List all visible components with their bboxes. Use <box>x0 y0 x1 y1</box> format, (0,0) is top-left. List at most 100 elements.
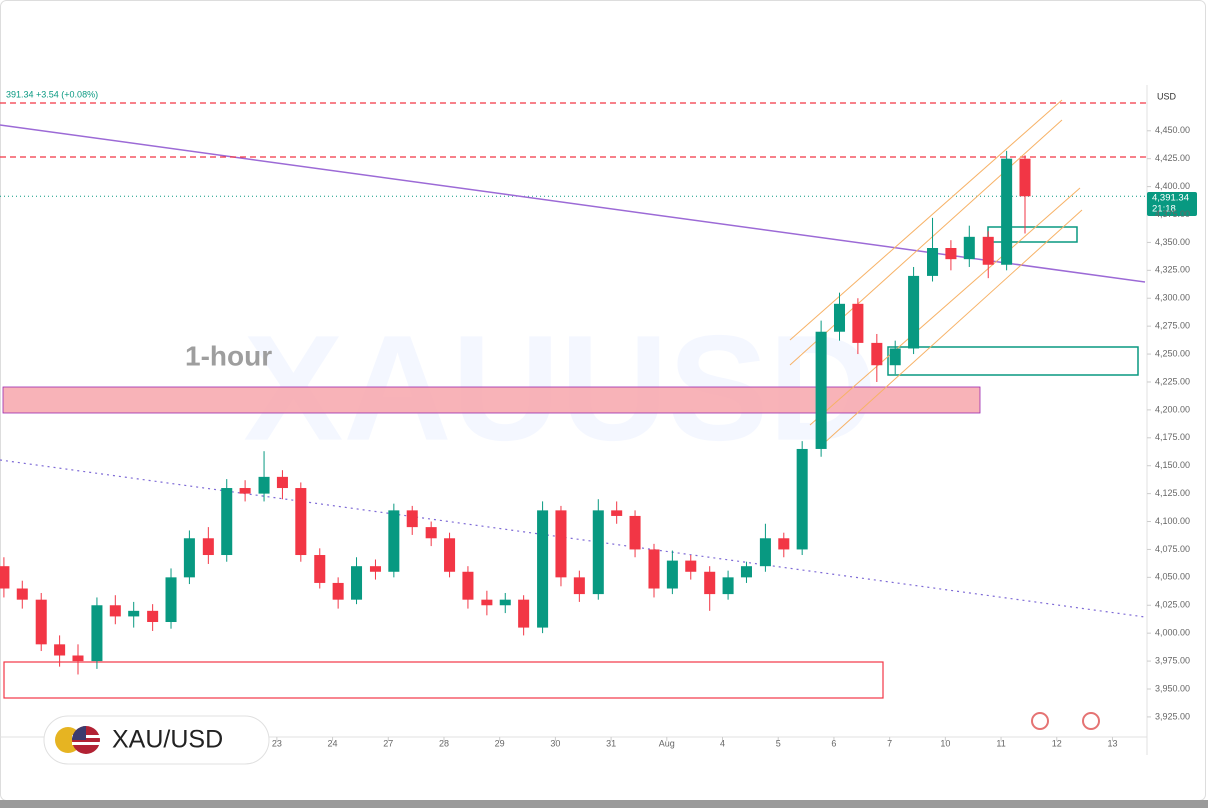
candle-body <box>611 510 623 516</box>
candle-body <box>759 538 771 567</box>
candle-body <box>796 448 808 550</box>
x-tick-label: 7 <box>887 738 892 748</box>
candle-body <box>871 342 883 366</box>
candle-body <box>369 566 381 572</box>
y-tick-label: 4,325.00 <box>1155 265 1190 275</box>
order-block <box>887 346 1139 376</box>
y-tick-label: 3,975.00 <box>1155 655 1190 665</box>
y-tick-label: 4,075.00 <box>1155 544 1190 554</box>
y-tick-label: 3,925.00 <box>1155 711 1190 721</box>
candle-body <box>165 577 177 623</box>
candle-body <box>629 515 641 550</box>
y-tick-label: 4,150.00 <box>1155 460 1190 470</box>
y-tick-label: 4,200.00 <box>1155 404 1190 414</box>
x-tick-label: 28 <box>439 738 449 748</box>
candle-body <box>555 510 567 578</box>
candle-body <box>685 560 697 572</box>
last-price: 4,391.34 <box>1152 193 1189 204</box>
candle-body <box>927 248 939 276</box>
x-tick-label: 31 <box>606 738 616 748</box>
candle-body <box>91 605 103 662</box>
candle-body <box>963 236 975 260</box>
candle-body <box>1019 158 1031 197</box>
x-tick-label: 10 <box>940 738 950 748</box>
x-tick-label: 27 <box>383 738 393 748</box>
flag-canton <box>72 726 86 740</box>
candle-body <box>908 275 920 349</box>
y-tick-label: 4,050.00 <box>1155 572 1190 582</box>
y-tick-label: 4,400.00 <box>1155 181 1190 191</box>
candles <box>0 150 1031 675</box>
x-tick-label: 6 <box>831 738 836 748</box>
candle-body <box>666 560 678 589</box>
candle-body <box>54 644 66 656</box>
y-tick-label: 4,025.00 <box>1155 600 1190 610</box>
candle-body <box>406 510 418 528</box>
event-icon <box>1031 712 1049 730</box>
candle-body <box>833 303 846 332</box>
countdown: 21:18 <box>1152 204 1176 215</box>
x-tick-label: 4 <box>720 738 725 748</box>
y-tick-label: 4,000.00 <box>1155 628 1190 638</box>
candle-body <box>276 476 288 489</box>
candle-body <box>128 610 140 617</box>
event-icons <box>1031 712 1100 730</box>
ticks <box>0 130 1151 741</box>
symbol: XAU/USD <box>112 726 223 754</box>
x-tick-label: 11 <box>996 738 1005 748</box>
x-tick-label: 29 <box>495 738 505 748</box>
timeframe: 1-hour <box>185 340 272 371</box>
candle-body <box>722 577 734 595</box>
x-tick-label: 13 <box>1107 738 1117 748</box>
y-tick-label: 4,225.00 <box>1155 376 1190 386</box>
supply-zone <box>2 386 981 414</box>
x-tick-label: 30 <box>550 738 560 748</box>
y-tick-label: 4,100.00 <box>1155 516 1190 526</box>
candle-body <box>16 588 28 600</box>
trend-line <box>0 459 1146 618</box>
y-tick-label: 4,275.00 <box>1155 321 1190 331</box>
candle-body <box>109 605 121 617</box>
candle-body <box>704 571 716 595</box>
candle-body <box>778 538 790 550</box>
channel-line <box>789 99 1063 341</box>
candle-body <box>889 348 901 366</box>
candle-body <box>444 538 456 572</box>
demand-zone <box>3 661 884 699</box>
y-tick-label: 4,375.00 <box>1155 209 1190 219</box>
candle-body <box>351 566 363 600</box>
candle-body <box>573 577 585 595</box>
candle-body <box>499 599 511 606</box>
candle-body <box>518 599 530 628</box>
x-tick-label: 23 <box>272 738 282 748</box>
candle-body <box>72 655 84 662</box>
x-tick-label: 12 <box>1052 738 1062 748</box>
candle-body <box>0 566 10 589</box>
candle-body <box>183 538 195 578</box>
channel-line <box>809 187 1081 426</box>
candle-body <box>852 303 864 343</box>
candle-body <box>332 582 344 600</box>
y-tick-label: 4,350.00 <box>1155 237 1190 247</box>
event-icon <box>1082 712 1100 730</box>
candle-body <box>388 510 400 572</box>
candle-body <box>982 236 994 265</box>
y-tick-label: 4,425.00 <box>1155 153 1190 163</box>
candle-body <box>147 610 159 623</box>
candle-body <box>462 571 474 600</box>
candle-body <box>815 331 827 449</box>
channel-line <box>821 209 1083 446</box>
candle-body <box>35 599 47 645</box>
currency: USD <box>1157 91 1177 101</box>
y-tick-label: 4,250.00 <box>1155 348 1190 358</box>
y-tick-label: 4,175.00 <box>1155 432 1190 442</box>
channel <box>789 99 1083 446</box>
candle-body <box>648 549 660 589</box>
symbol-badge <box>43 715 270 765</box>
candle-body <box>425 527 437 539</box>
flag-stripe <box>72 742 100 745</box>
candle-body <box>202 538 214 556</box>
y-tick-label: 4,450.00 <box>1155 125 1190 135</box>
